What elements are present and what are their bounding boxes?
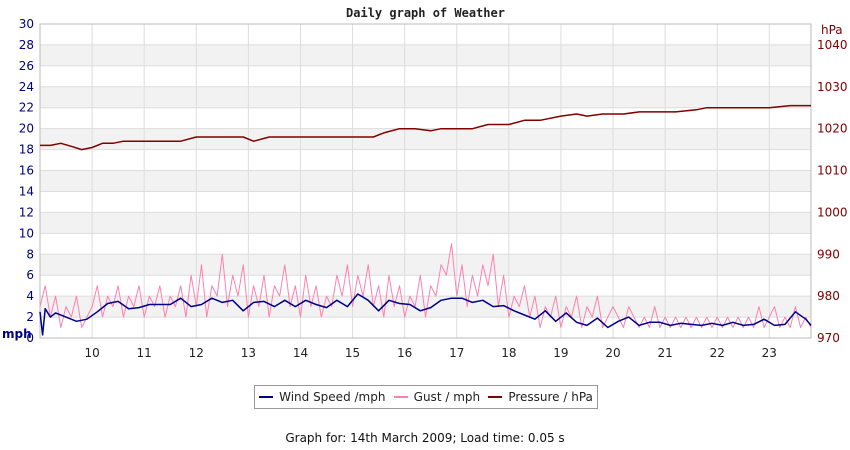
left-axis-tick-label: 16 bbox=[19, 164, 34, 178]
grid-band bbox=[40, 86, 811, 108]
legend-swatch-pressure bbox=[488, 396, 503, 398]
grid-band bbox=[40, 212, 811, 234]
legend-label-wind: Wind Speed /mph bbox=[279, 390, 386, 404]
x-axis-tick-label: 16 bbox=[397, 346, 412, 360]
x-axis-tick-label: 11 bbox=[137, 346, 152, 360]
right-axis-tick-label: 970 bbox=[817, 331, 840, 345]
legend-item-gust: Gust / mph bbox=[393, 390, 481, 404]
left-axis-tick-label: 14 bbox=[19, 184, 34, 198]
plot-frame bbox=[39, 23, 812, 339]
right-axis-tick-label: 990 bbox=[817, 247, 840, 261]
right-axis-unit: hPa bbox=[821, 23, 843, 37]
left-axis-tick-label: 28 bbox=[19, 38, 34, 52]
legend-swatch-wind bbox=[259, 396, 274, 398]
right-axis-tick-label: 1000 bbox=[817, 205, 848, 219]
right-axis-tick-label: 1030 bbox=[817, 80, 848, 94]
right-axis-tick-label: 1020 bbox=[817, 122, 848, 136]
grid-band bbox=[40, 254, 811, 276]
legend-label-pressure: Pressure / hPa bbox=[508, 390, 593, 404]
left-axis-tick-label: 18 bbox=[19, 143, 34, 157]
pressure-line bbox=[40, 104, 811, 151]
x-axis-tick-label: 18 bbox=[501, 346, 516, 360]
x-axis-tick-label: 21 bbox=[657, 346, 672, 360]
chart-legend: Wind Speed /mph Gust / mph Pressure / hP… bbox=[254, 385, 598, 409]
graph-footer: Graph for: 14th March 2009; Load time: 0… bbox=[285, 431, 565, 445]
x-axis-tick-label: 12 bbox=[189, 346, 204, 360]
x-axis-tick-label: 23 bbox=[762, 346, 777, 360]
x-axis-tick-label: 22 bbox=[710, 346, 725, 360]
right-axis-tick-label: 980 bbox=[817, 289, 840, 303]
x-axis-tick-label: 17 bbox=[449, 346, 464, 360]
right-axis-tick-label: 1040 bbox=[817, 38, 848, 52]
left-axis-tick-label: 20 bbox=[19, 122, 34, 136]
left-axis-unit: mph bbox=[2, 327, 32, 341]
x-axis-tick-label: 20 bbox=[605, 346, 620, 360]
left-axis-tick-label: 22 bbox=[19, 101, 34, 115]
left-axis-tick-label: 4 bbox=[26, 289, 34, 303]
left-axis-tick-label: 2 bbox=[26, 310, 34, 324]
x-axis-tick-label: 10 bbox=[84, 346, 99, 360]
grid-band bbox=[40, 128, 811, 150]
legend-item-wind: Wind Speed /mph bbox=[259, 390, 385, 404]
legend-item-pressure: Pressure / hPa bbox=[488, 390, 593, 404]
left-axis-tick-label: 26 bbox=[19, 59, 34, 73]
x-axis-tick-label: 13 bbox=[241, 346, 256, 360]
x-axis-tick-label: 14 bbox=[293, 346, 308, 360]
x-axis-tick-label: 19 bbox=[553, 346, 568, 360]
left-axis-tick-label: 6 bbox=[26, 268, 34, 282]
right-axis-tick-label: 1010 bbox=[817, 164, 848, 178]
left-axis-tick-label: 30 bbox=[19, 17, 34, 31]
grid-band bbox=[40, 170, 811, 192]
left-axis-tick-label: 12 bbox=[19, 205, 34, 219]
legend-label-gust: Gust / mph bbox=[413, 390, 481, 404]
left-axis-tick-label: 10 bbox=[19, 226, 34, 240]
x-axis-tick-label: 15 bbox=[345, 346, 360, 360]
legend-swatch-gust bbox=[393, 396, 408, 398]
grid-band bbox=[40, 44, 811, 66]
left-axis-tick-label: 24 bbox=[19, 80, 34, 94]
left-axis-tick-label: 0 bbox=[26, 331, 34, 345]
chart-title: Daily graph of Weather bbox=[346, 6, 505, 20]
left-axis-tick-label: 8 bbox=[26, 247, 34, 261]
wind-speed-line bbox=[39, 293, 812, 336]
